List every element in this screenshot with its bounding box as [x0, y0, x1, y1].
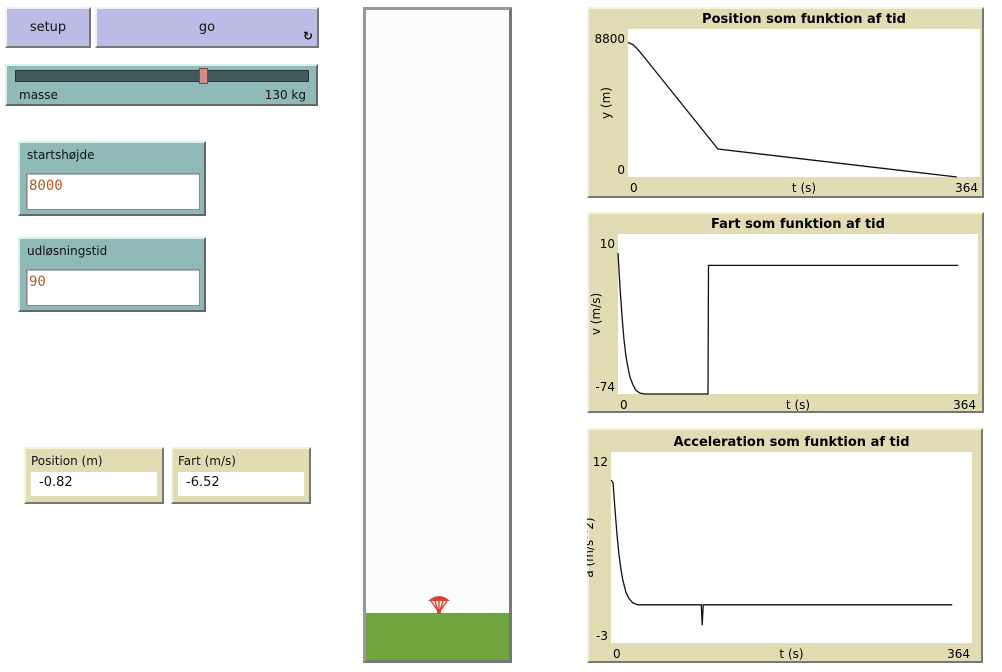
x-axis-label: t (s) — [779, 647, 803, 661]
y-axis-label: y (m) — [599, 87, 613, 119]
monitor-label: Position (m) — [31, 454, 103, 468]
setup-button[interactable]: setup — [5, 7, 91, 48]
position-monitor: Position (m) -0.82 — [24, 447, 164, 504]
y-tick-label: 10 — [600, 237, 615, 251]
plot-title: Position som funktion af tid — [702, 12, 906, 27]
startshojde-input[interactable]: 8000 — [26, 173, 200, 210]
monitor-value: -6.52 — [178, 472, 304, 496]
x-tick-label: 0 — [630, 181, 638, 195]
plot-area — [628, 29, 980, 177]
x-tick-label: 0 — [613, 647, 621, 661]
y-axis-label: a (m/s^2) — [587, 517, 596, 577]
input-label: startshøjde — [27, 148, 95, 162]
world-view[interactable] — [363, 7, 512, 663]
x-tick-label: 364 — [947, 647, 970, 661]
slider-knob[interactable] — [199, 68, 209, 84]
plot-title: Acceleration som funktion af tid — [674, 435, 910, 450]
series-line — [617, 252, 959, 395]
plot-2: Acceleration som funktion af tid 0 364 t (s… — [587, 428, 983, 663]
masse-slider[interactable]: masse 130 kg — [5, 64, 318, 106]
x-tick-label: 0 — [620, 398, 628, 412]
slider-track[interactable] — [15, 70, 309, 82]
y-axis-label: v (m/s) — [589, 293, 603, 335]
setup-label: setup — [29, 20, 67, 35]
y-tick-label: 8800 — [594, 32, 625, 46]
parachute-icon — [428, 596, 450, 614]
plot-svg: Fart som funktion af tid 0 364 t (s) 10 -74 v … — [589, 217, 978, 412]
plot-title: Fart som funktion af tid — [711, 217, 885, 232]
input-label: udløsningstid — [27, 244, 108, 258]
series-line — [627, 41, 957, 178]
go-button[interactable]: go ↻ — [95, 7, 319, 48]
ground — [366, 613, 509, 660]
udlosningstid-input-widget: udløsningstid 90 — [18, 237, 206, 312]
monitor-value: -0.82 — [31, 472, 157, 496]
y-tick-label: -3 — [596, 629, 608, 643]
fart-monitor: Fart (m/s) -6.52 — [171, 447, 311, 504]
go-label: go — [198, 20, 216, 35]
plot-svg: Position som funktion af tid 0 364 t (s) 880… — [594, 12, 980, 195]
plot-area — [618, 234, 978, 394]
series-line — [610, 479, 953, 626]
x-tick-label: 364 — [953, 398, 976, 412]
plot-svg: Acceleration som funktion af tid 0 364 t (s… — [587, 435, 972, 661]
y-tick-label: 0 — [617, 163, 625, 177]
y-tick-label: 12 — [593, 455, 608, 469]
startshojde-input-widget: startshøjde 8000 — [18, 141, 206, 216]
plot-area — [611, 452, 972, 643]
x-tick-label: 364 — [955, 181, 978, 195]
y-tick-label: -74 — [595, 380, 615, 394]
forever-loop-icon: ↻ — [302, 29, 313, 43]
udlosningstid-input[interactable]: 90 — [26, 269, 200, 306]
x-axis-label: t (s) — [786, 398, 810, 412]
x-axis-label: t (s) — [792, 181, 816, 195]
slider-label: masse — [19, 88, 58, 102]
plot-1: Fart som funktion af tid 0 364 t (s) 10 -74 v … — [587, 212, 984, 413]
slider-value: 130 kg — [264, 88, 306, 102]
plot-0: Position som funktion af tid 0 364 t (s) 880… — [587, 7, 984, 198]
monitor-label: Fart (m/s) — [178, 454, 236, 468]
